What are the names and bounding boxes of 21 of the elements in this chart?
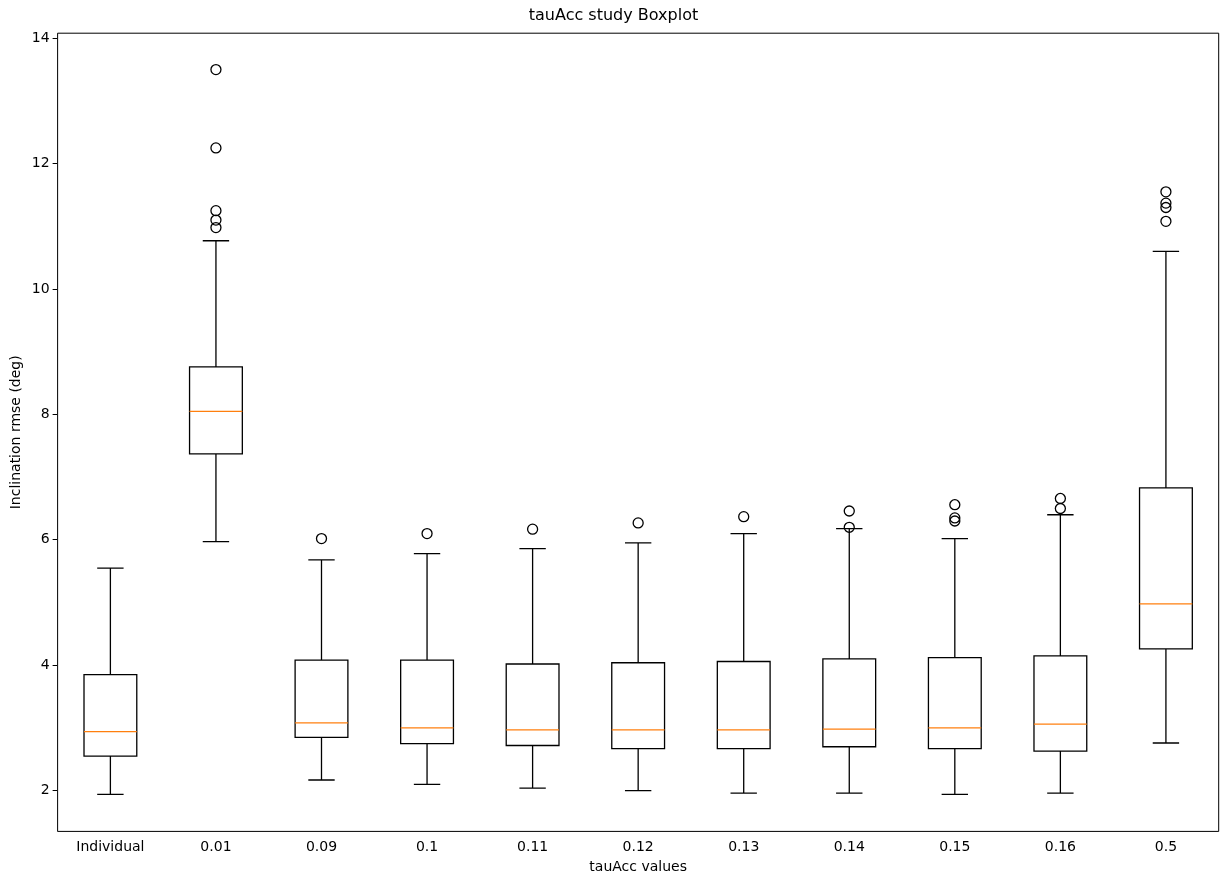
x-tick-label: 0.1 [415, 838, 439, 855]
x-tick-label: Individual [76, 838, 145, 855]
x-tick-label: 0.14 [833, 838, 865, 855]
y-axis-title: Inclination rmse (deg) [7, 355, 24, 510]
y-tick-label: 8 [40, 405, 50, 422]
x-tick-label: 0.01 [200, 838, 232, 855]
x-tick-label: 0.09 [305, 838, 338, 855]
y-tick-label: 2 [40, 781, 50, 798]
chart-title: tauAcc study Boxplot [528, 4, 699, 24]
y-tick-label: 6 [40, 530, 50, 547]
y-tick-label: 10 [31, 279, 50, 296]
x-tick-label: 0.16 [1044, 838, 1077, 855]
x-tick-label: 0.15 [939, 838, 971, 855]
x-tick-label: 0.12 [622, 838, 654, 855]
x-tick-label: 0.11 [517, 838, 549, 855]
x-tick-label: 0.5 [1154, 838, 1178, 855]
x-tick-label: 0.13 [728, 838, 760, 855]
x-axis-title: tauAcc values [589, 858, 687, 875]
y-tick-label: 12 [31, 154, 50, 171]
y-tick-label: 4 [40, 655, 50, 672]
y-tick-label: 14 [31, 28, 50, 45]
